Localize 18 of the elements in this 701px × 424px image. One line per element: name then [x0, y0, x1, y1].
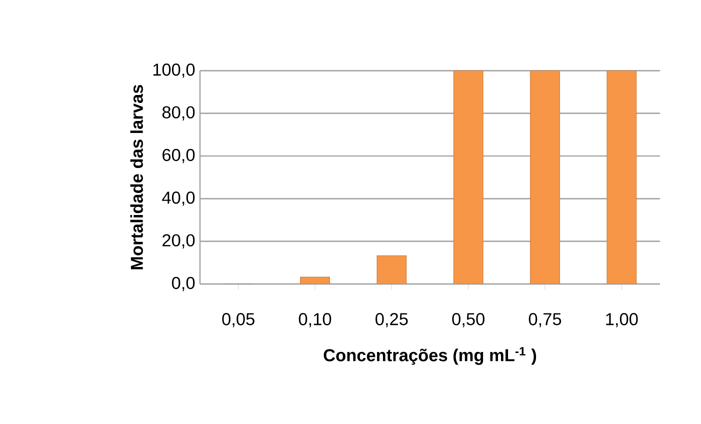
x-tick-label: 0,25	[376, 313, 408, 328]
bar	[606, 70, 637, 284]
y-axis-title: Mortalidade das larvas	[130, 84, 143, 270]
bar	[453, 70, 484, 284]
x-tick-label: 0,10	[298, 313, 332, 328]
y-tick-label: 20,0	[162, 234, 195, 248]
y-tick-label: 80,0	[162, 106, 195, 120]
x-tick-label: 0,05	[222, 313, 254, 328]
x-tick-label: 0,75	[528, 313, 562, 328]
y-tick-label: 60,0	[162, 148, 195, 164]
bar	[376, 255, 407, 284]
x-tick-label: 1,00	[606, 313, 638, 328]
x-axis-title: Concentrações (mg mL$^{-1}$ )	[324, 347, 536, 365]
y-tick-label: 40,0	[162, 192, 195, 206]
x-tick-label: 0,50	[452, 313, 484, 328]
bar	[530, 70, 560, 284]
y-tick-label: 100,0	[153, 64, 195, 78]
y-tick-label: 0,0	[172, 276, 195, 292]
